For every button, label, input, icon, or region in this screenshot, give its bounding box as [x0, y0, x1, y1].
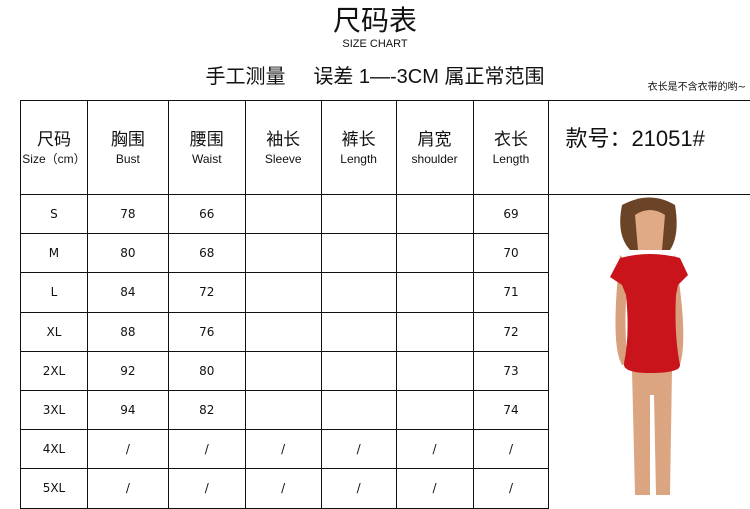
cell-size: M — [21, 234, 88, 273]
cell-size: 3XL — [21, 390, 88, 429]
page-title: 尺码表 — [0, 4, 750, 38]
cell-waist: 68 — [168, 234, 245, 273]
cell-pants-length — [321, 273, 396, 312]
cell-sleeve — [245, 312, 321, 351]
cell-bust: 94 — [87, 390, 168, 429]
cell-sleeve: / — [245, 469, 321, 508]
cell-waist: 72 — [168, 273, 245, 312]
cell-pants-length — [321, 390, 396, 429]
dress-model-image — [550, 195, 750, 505]
cell-waist: 76 — [168, 312, 245, 351]
cell-length: 69 — [473, 195, 549, 234]
cell-bust: / — [87, 469, 168, 508]
cell-bust: 78 — [87, 195, 168, 234]
cell-size: L — [21, 273, 88, 312]
cell-shoulder — [396, 351, 473, 390]
cell-sleeve — [245, 273, 321, 312]
cell-bust: 92 — [87, 351, 168, 390]
cell-size: 2XL — [21, 351, 88, 390]
length-note: 衣长是不含衣带的哟~ — [648, 82, 746, 94]
cell-length: 72 — [473, 312, 549, 351]
cell-length: 70 — [473, 234, 549, 273]
cell-shoulder — [396, 390, 473, 429]
model-code: 款号：21051# — [549, 101, 750, 195]
cell-pants-length: / — [321, 469, 396, 508]
cell-waist: / — [168, 469, 245, 508]
page-title-english: SIZE CHART — [0, 38, 750, 51]
cell-pants-length: / — [321, 430, 396, 469]
cell-pants-length — [321, 351, 396, 390]
cell-length: 74 — [473, 390, 549, 429]
cell-bust: 88 — [87, 312, 168, 351]
cell-waist: 66 — [168, 195, 245, 234]
cell-shoulder — [396, 273, 473, 312]
cell-shoulder: / — [396, 430, 473, 469]
cell-sleeve — [245, 390, 321, 429]
product-photo — [549, 195, 750, 509]
measurement-note: 手工测量 误差 1—-3CM 属正常范围 — [0, 63, 750, 91]
cell-size: 4XL — [21, 430, 88, 469]
cell-waist: 80 — [168, 351, 245, 390]
cell-length: 73 — [473, 351, 549, 390]
cell-pants-length — [321, 234, 396, 273]
cell-bust: 84 — [87, 273, 168, 312]
cell-sleeve: / — [245, 430, 321, 469]
cell-pants-length — [321, 195, 396, 234]
cell-sleeve — [245, 195, 321, 234]
cell-waist: 82 — [168, 390, 245, 429]
cell-length: / — [473, 469, 549, 508]
cell-sleeve — [245, 351, 321, 390]
cell-size: XL — [21, 312, 88, 351]
cell-length: 71 — [473, 273, 549, 312]
cell-size: 5XL — [21, 469, 88, 508]
cell-shoulder — [396, 195, 473, 234]
cell-length: / — [473, 430, 549, 469]
cell-bust: / — [87, 430, 168, 469]
cell-shoulder — [396, 234, 473, 273]
cell-shoulder — [396, 312, 473, 351]
cell-size: S — [21, 195, 88, 234]
cell-bust: 80 — [87, 234, 168, 273]
cell-pants-length — [321, 312, 396, 351]
cell-sleeve — [245, 234, 321, 273]
cell-shoulder: / — [396, 469, 473, 508]
cell-waist: / — [168, 430, 245, 469]
